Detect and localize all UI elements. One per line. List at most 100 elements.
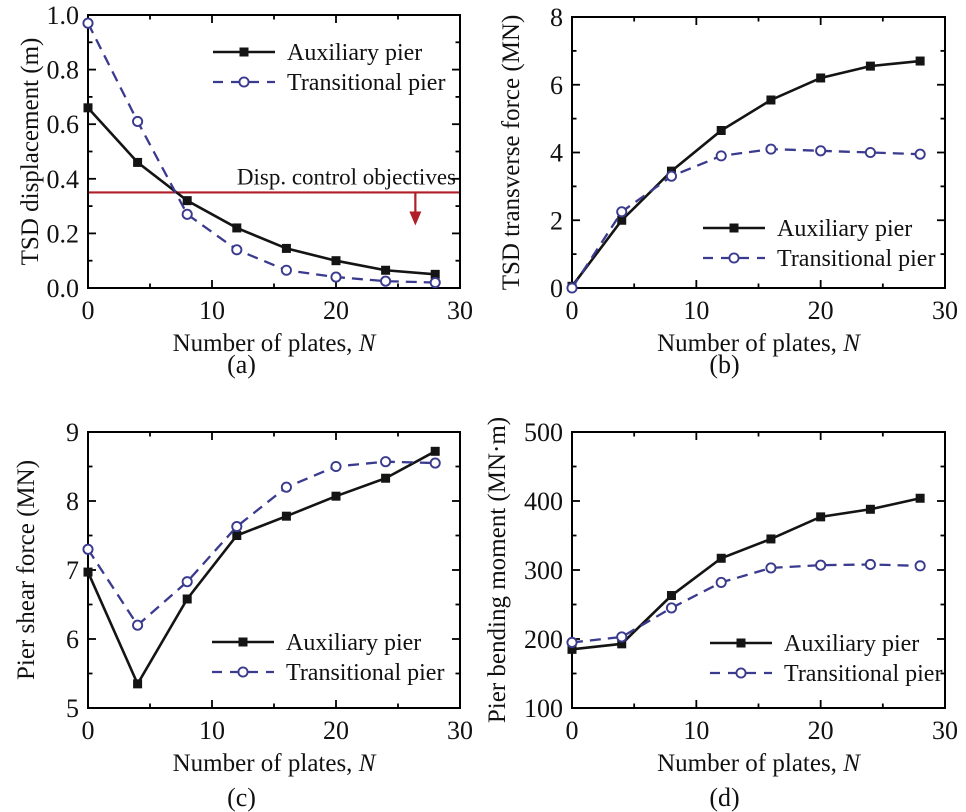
square-marker (766, 95, 776, 105)
circle-marker (735, 667, 747, 679)
chart-c-caption: (c) (227, 783, 256, 812)
square-marker (915, 493, 925, 503)
y-tick-label: 6 (66, 625, 79, 654)
circle-marker (330, 460, 342, 473)
circle-marker (231, 244, 243, 256)
circle-marker (914, 560, 926, 572)
square-marker (182, 594, 192, 604)
circle-marker (566, 636, 578, 648)
legend-label: Auxiliary pier (784, 631, 919, 657)
axis-ticks (87, 431, 461, 709)
series-auxiliary-pier (83, 446, 440, 689)
circle-marker (864, 558, 876, 571)
square-marker (865, 61, 875, 71)
y-tick-label: 500 (524, 418, 563, 447)
circle-marker (231, 520, 243, 533)
y-axis-label: TSD transverse force (MN) (498, 15, 525, 291)
chart-c: 0 10 20 30 5 6 7 8 9 Pier shear force (MN) Number … (0, 405, 483, 811)
square-marker (381, 473, 391, 483)
square-marker (281, 243, 291, 253)
chart-a-plot: Disp. control objectives 0 10 20 30 0.0 0.2 0.4… (17, 1, 473, 357)
circle-marker (616, 631, 628, 643)
y-tick-label: 8 (66, 487, 79, 516)
series-transitional-pier (566, 143, 926, 294)
axis-ticks (571, 431, 946, 709)
chart-c-plot: 0 10 20 30 5 6 7 8 9 Pier shear force (MN) Number … (13, 418, 473, 777)
legend: Auxiliary pier Transitional pier (212, 630, 444, 686)
y-tick-label: 5 (66, 694, 79, 723)
x-tick-label: 20 (808, 296, 834, 325)
series-line (571, 496, 921, 651)
y-tick-label: 100 (524, 694, 563, 723)
circle-marker (715, 150, 727, 162)
legend: Auxiliary pier Transitional pier (703, 216, 935, 272)
circle-marker (715, 576, 727, 588)
square-marker (567, 644, 577, 654)
square-marker (133, 679, 143, 689)
chart-d: 0 10 20 30 100 200 300 400 500 Pier bending momen… (483, 405, 966, 811)
y-tick-label: 0 (550, 274, 563, 303)
series-line (87, 106, 436, 276)
square-marker (666, 591, 676, 601)
square-marker (865, 504, 875, 514)
x-tick-label: 10 (683, 716, 709, 745)
x-axis-label: Number of plates, N (657, 330, 861, 357)
x-tick-label: 30 (447, 296, 473, 325)
square-marker (133, 157, 143, 167)
circle-marker (280, 481, 292, 493)
arrow-head-icon (409, 211, 422, 226)
x-tick-label: 30 (932, 296, 958, 325)
x-axis-label: Number of plates, N (173, 330, 377, 357)
y-tick-label: 0.4 (47, 165, 80, 194)
circle-marker (429, 276, 441, 289)
x-tick-label: 0 (82, 716, 95, 745)
square-marker (617, 215, 627, 225)
legend-label: Transitional pier (784, 661, 942, 687)
square-marker (232, 223, 242, 233)
y-tick-label: 300 (524, 556, 563, 585)
y-tick-label: 200 (524, 625, 563, 654)
series-line (571, 563, 921, 644)
y-tick-label: 1.0 (47, 1, 80, 30)
circle-marker (765, 143, 777, 155)
y-axis-label: Pier bending moment (MN·m) (484, 417, 511, 723)
square-marker (83, 567, 93, 577)
series-transitional-pier (82, 456, 441, 631)
square-marker (915, 56, 925, 66)
legend-label: Transitional pier (286, 660, 444, 686)
series-line (571, 147, 921, 289)
square-marker (729, 223, 739, 233)
y-tick-label: 7 (66, 556, 79, 585)
legend-label: Auxiliary pier (286, 630, 421, 656)
circle-marker (380, 275, 392, 287)
circle-marker (82, 543, 94, 555)
legend-label: Transitional pier (777, 246, 935, 272)
annotation-label: Disp. control objectives (237, 164, 456, 189)
x-tick-label: 10 (199, 716, 225, 745)
y-tick-label: 8 (550, 3, 563, 32)
x-tick-label: 20 (323, 296, 349, 325)
square-marker (816, 512, 826, 522)
square-marker (816, 73, 826, 83)
x-tick-label: 30 (932, 716, 958, 745)
square-marker (617, 639, 627, 649)
circle-marker (237, 666, 249, 678)
circle-marker (665, 602, 678, 614)
chart-a-caption: (a) (227, 350, 256, 379)
circle-marker (238, 76, 250, 88)
x-axis-label: Number of plates, N (657, 750, 861, 777)
series-line (86, 22, 436, 284)
y-tick-label: 0.8 (47, 56, 80, 85)
square-marker (716, 553, 726, 563)
square-marker (83, 103, 93, 113)
series-auxiliary-pier (83, 103, 440, 279)
series-line (87, 460, 436, 627)
y-tick-label: 2 (550, 206, 563, 235)
circle-marker (665, 170, 678, 182)
legend: Auxiliary pier Transitional pier (213, 40, 445, 96)
y-tick-label: 400 (524, 487, 563, 516)
circle-marker (728, 252, 740, 264)
chart-b-caption: (b) (709, 350, 740, 379)
series-line (86, 450, 436, 687)
